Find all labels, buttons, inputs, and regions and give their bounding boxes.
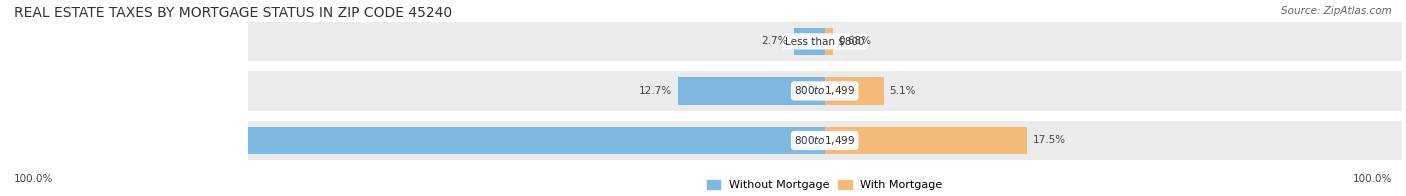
Bar: [825, 28, 832, 55]
Legend: Without Mortgage, With Mortgage: Without Mortgage, With Mortgage: [702, 176, 948, 195]
Text: $800 to $1,499: $800 to $1,499: [794, 84, 855, 97]
Text: 2.7%: 2.7%: [761, 36, 787, 46]
Text: Source: ZipAtlas.com: Source: ZipAtlas.com: [1281, 6, 1392, 16]
Text: 12.7%: 12.7%: [640, 86, 672, 96]
Text: REAL ESTATE TAXES BY MORTGAGE STATUS IN ZIP CODE 45240: REAL ESTATE TAXES BY MORTGAGE STATUS IN …: [14, 6, 453, 20]
Bar: [247, 71, 1402, 111]
Text: 17.5%: 17.5%: [1032, 135, 1066, 145]
Bar: [0, 127, 825, 154]
Text: Less than $800: Less than $800: [785, 36, 865, 46]
Bar: [825, 127, 1026, 154]
Bar: [825, 77, 883, 104]
Bar: [678, 77, 825, 104]
Text: 100.0%: 100.0%: [1353, 174, 1392, 184]
Text: 100.0%: 100.0%: [14, 174, 53, 184]
Text: 0.68%: 0.68%: [838, 36, 872, 46]
Text: $800 to $1,499: $800 to $1,499: [794, 134, 855, 147]
Bar: [247, 121, 1402, 160]
Bar: [247, 22, 1402, 61]
Text: 5.1%: 5.1%: [890, 86, 915, 96]
Bar: [793, 28, 825, 55]
Text: 82.2%: 82.2%: [0, 135, 22, 145]
